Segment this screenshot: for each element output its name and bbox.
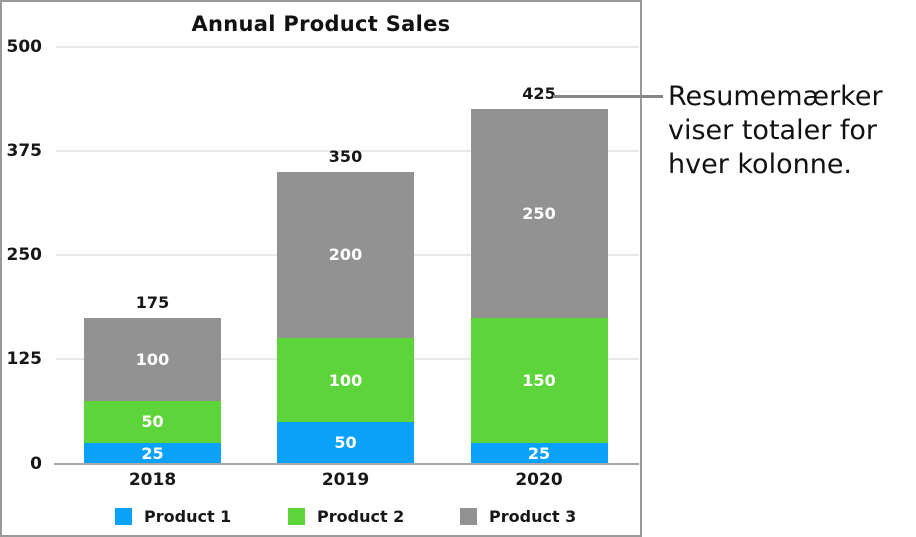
bar-segment-2018-product-1[interactable]: 25 [84, 442, 221, 464]
legend-label: Product 1 [144, 506, 232, 526]
callout-leader-line [553, 95, 663, 98]
y-axis-tick-0: 0 [30, 454, 42, 474]
x-axis-baseline [54, 463, 639, 465]
summary-label-2020: 425 [522, 84, 556, 103]
bar-segment-2019-product-2[interactable]: 100 [277, 338, 414, 422]
segment-value-label: 100 [135, 349, 170, 369]
legend-label: Product 2 [317, 506, 405, 526]
x-axis-label-2020: 2020 [515, 470, 563, 490]
gridline-375 [56, 150, 639, 152]
bar-segment-2020-product-2[interactable]: 150 [470, 317, 608, 443]
bar-segment-2020-product-3[interactable]: 250 [470, 109, 608, 318]
segment-value-label: 150 [522, 370, 556, 390]
plot-area: 0 125 250 375 500 25 50 100 175 2018 50 100 200 350 20… [2, 2, 640, 535]
bar-segment-2018-product-3[interactable]: 100 [84, 317, 221, 401]
bar-segment-2019-product-1[interactable]: 50 [277, 421, 414, 464]
gridline-500 [56, 46, 639, 48]
segment-value-label: 50 [334, 433, 357, 453]
legend-swatch [288, 507, 305, 525]
bar-segment-2019-product-3[interactable]: 200 [277, 171, 414, 339]
legend-item-product-2[interactable]: Product 2 [288, 506, 404, 526]
y-axis-tick-375: 375 [6, 141, 43, 161]
callout-annotation: Resumemærker viser totaler for hver kolo… [668, 80, 908, 182]
callout-line-1: Resumemærker [668, 81, 883, 112]
summary-label-2019: 350 [328, 147, 363, 166]
segment-value-label: 250 [522, 203, 556, 223]
segment-value-label: 50 [141, 412, 164, 432]
y-axis-tick-250: 250 [6, 245, 43, 265]
y-axis-tick-500: 500 [6, 37, 43, 57]
callout-line-2: viser totaler for [668, 115, 877, 146]
segment-value-label: 25 [527, 443, 551, 463]
bar-segment-2020-product-1[interactable]: 25 [470, 442, 608, 464]
segment-value-label: 100 [328, 370, 363, 390]
x-axis-label-2018: 2018 [128, 470, 177, 490]
callout-line-3: hver kolonne. [668, 149, 853, 180]
summary-label-2018: 175 [135, 293, 170, 312]
legend-item-product-1[interactable]: Product 1 [115, 506, 231, 526]
legend-item-product-3[interactable]: Product 3 [460, 506, 576, 526]
legend-swatch [115, 507, 132, 525]
segment-value-label: 200 [328, 245, 363, 265]
bar-segment-2018-product-2[interactable]: 50 [84, 400, 221, 443]
chart-panel: Annual Product Sales 0 125 250 375 500 25 50 10… [0, 0, 642, 537]
y-axis-tick-125: 125 [6, 349, 43, 369]
x-axis-label-2019: 2019 [321, 470, 370, 490]
legend-swatch [460, 507, 477, 525]
chart-title: Annual Product Sales [191, 12, 451, 36]
legend-label: Product 3 [489, 506, 577, 526]
segment-value-label: 25 [141, 443, 164, 463]
